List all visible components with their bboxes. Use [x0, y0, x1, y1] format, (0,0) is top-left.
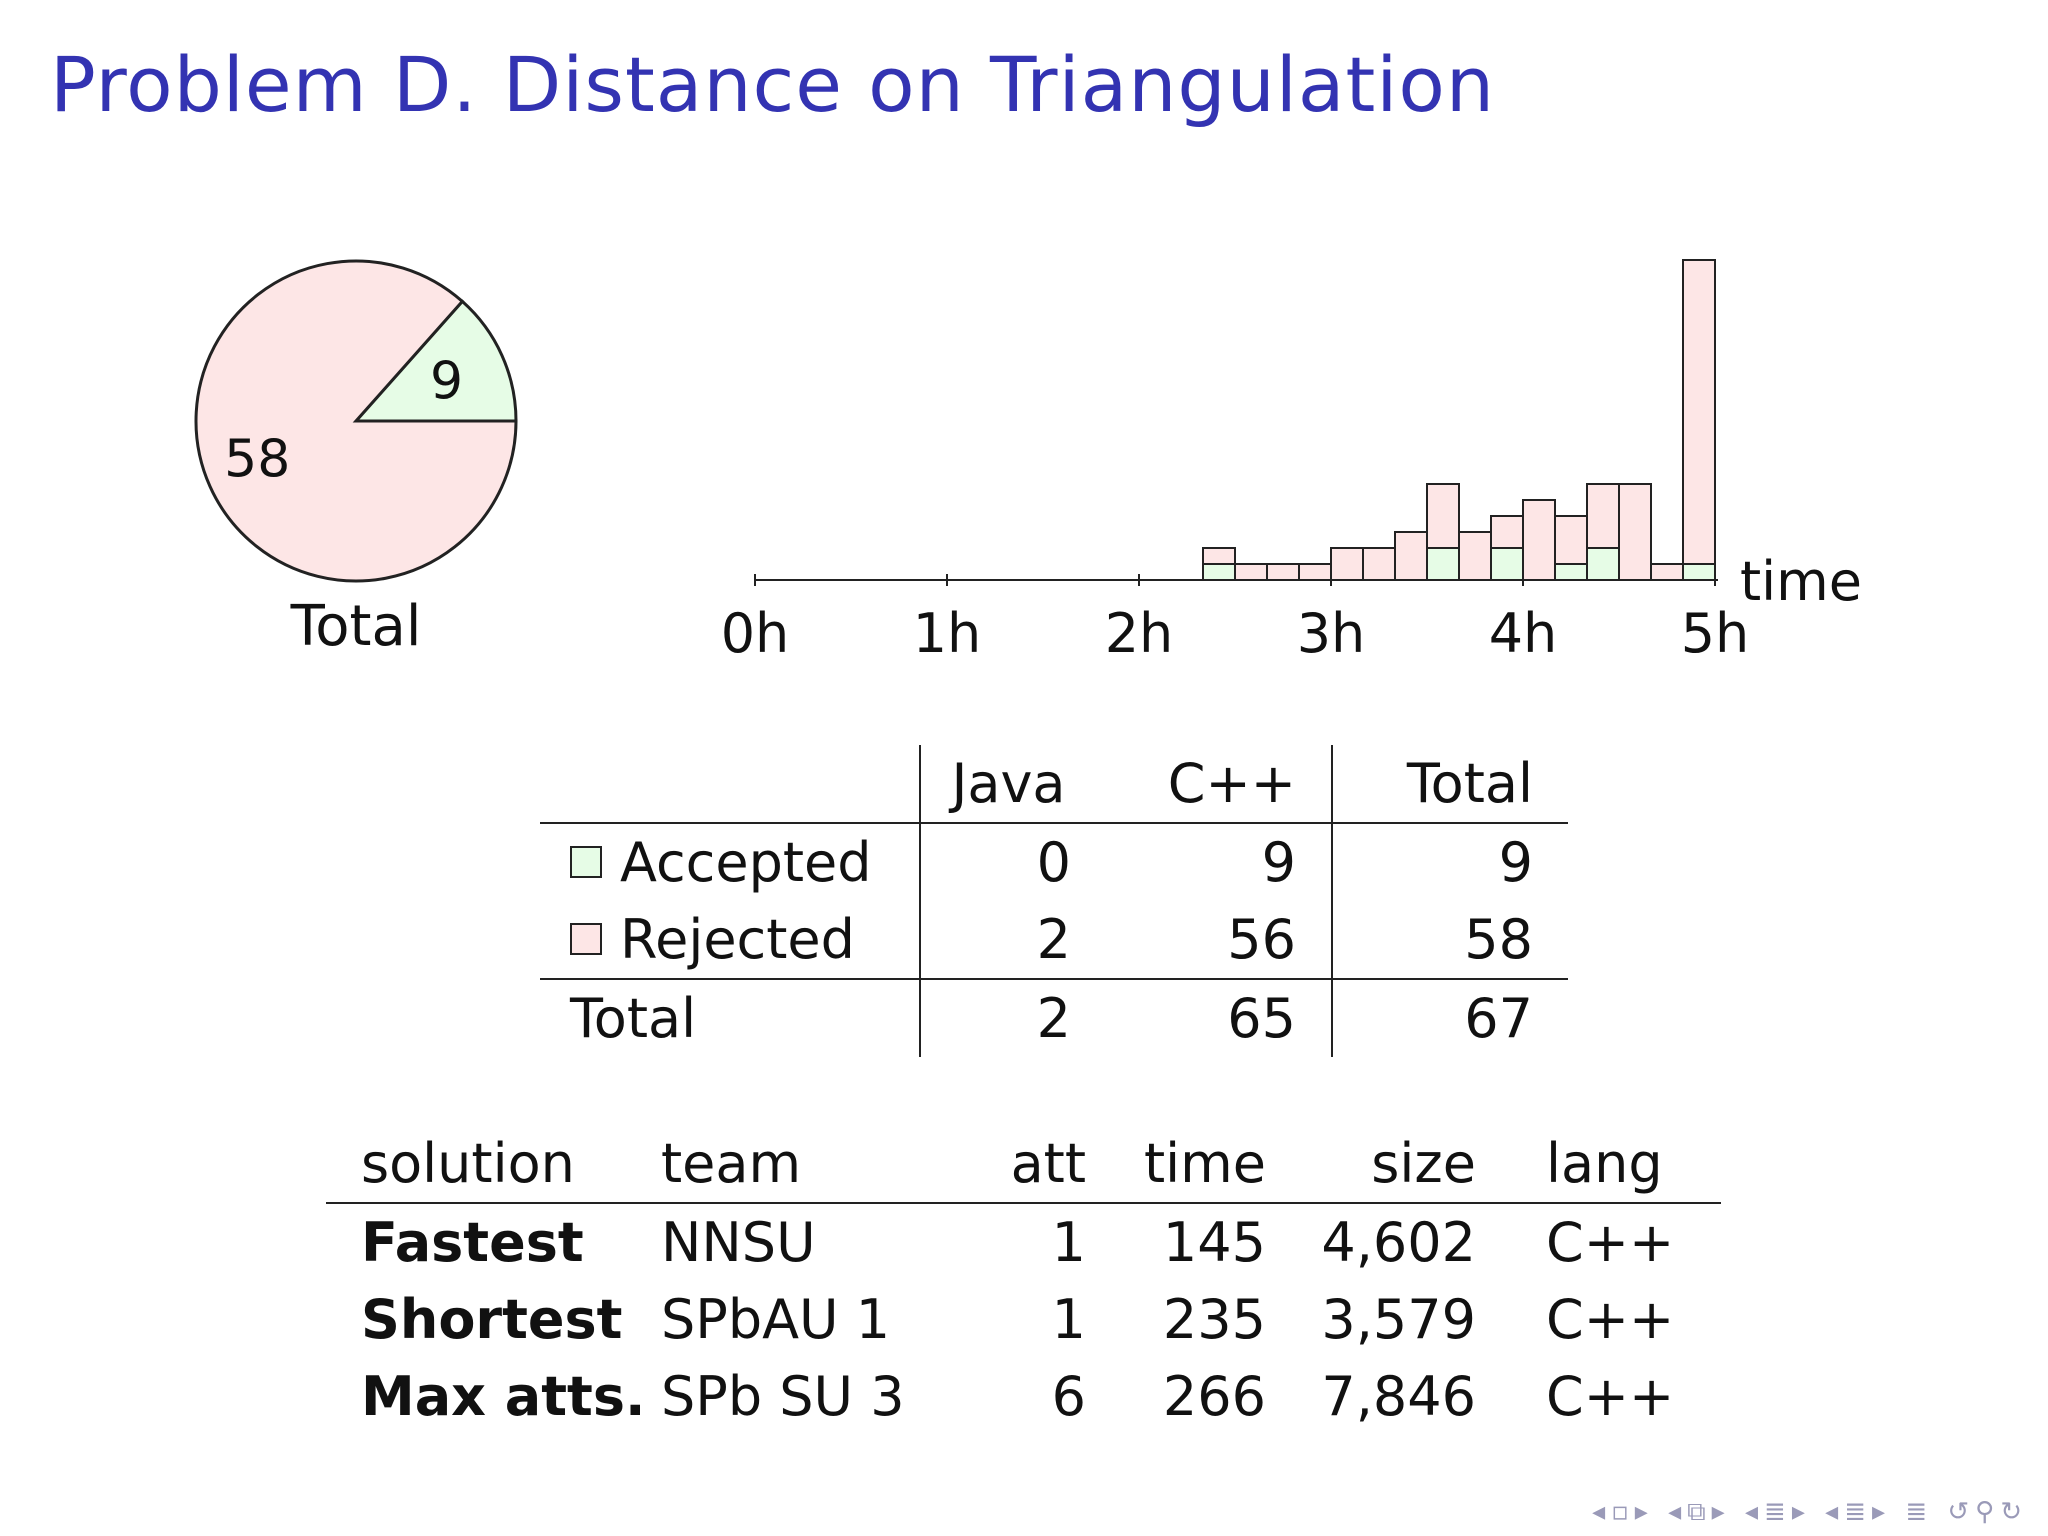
- stats-cell: 0: [919, 823, 1096, 901]
- rejected-swatch-icon: [570, 923, 602, 956]
- stats-cell: 2: [919, 979, 1096, 1057]
- bar-rejected: [1490, 515, 1524, 549]
- size-value: 7,846: [1321, 1365, 1476, 1428]
- x-tick-label: 0h: [721, 602, 790, 665]
- stats-header-row: Java C++ Total: [540, 745, 1568, 824]
- col-header-solution: solution: [326, 1125, 661, 1204]
- x-tick-label: 4h: [1489, 602, 1558, 665]
- attempts: 1: [1051, 1211, 1086, 1274]
- size-value: 4,602: [1321, 1211, 1476, 1274]
- stats-row-rejected: Rejected 2 56 58: [540, 901, 1568, 980]
- stats-cell: 67: [1331, 979, 1568, 1057]
- bar-rejected: [1362, 547, 1396, 581]
- table-row: Max atts. SPb SU 3 6 266 7,846 C++: [326, 1358, 1721, 1435]
- solutions-header-row: solution team att time size lang: [326, 1125, 1721, 1204]
- stats-row-accepted: Accepted 0 9 9: [540, 823, 1568, 901]
- bar-rejected: [1426, 483, 1460, 549]
- col-header-size: size: [1266, 1125, 1476, 1204]
- col-header-att: att: [971, 1125, 1086, 1204]
- stats-header-java: Java: [919, 745, 1096, 824]
- x-tick-label: 2h: [1105, 602, 1174, 665]
- stats-header-cpp: C++: [1096, 745, 1332, 824]
- solution-kind: Fastest: [361, 1211, 584, 1274]
- nav-menu-icon[interactable]: ≣: [1905, 1497, 1934, 1527]
- x-tick-label: 5h: [1681, 602, 1750, 665]
- team-name: SPb SU 3: [661, 1365, 905, 1428]
- bar-rejected: [1266, 563, 1300, 581]
- bar-accepted: [1554, 563, 1588, 581]
- stats-row-label: Total: [570, 987, 697, 1050]
- stats-cell: 56: [1096, 901, 1332, 980]
- stats-row-total: Total 2 65 67: [540, 979, 1568, 1057]
- pie-slice-rejected: [194, 259, 518, 583]
- language: C++: [1546, 1211, 1675, 1274]
- stats-row-label: Accepted: [620, 831, 872, 894]
- bar-rejected: [1298, 563, 1332, 581]
- team-name: NNSU: [661, 1211, 816, 1274]
- table-row: Shortest SPbAU 1 1 235 3,579 C++: [326, 1281, 1721, 1358]
- time-value: 145: [1162, 1211, 1266, 1274]
- solutions-table: solution team att time size lang Fastest…: [326, 1125, 1721, 1435]
- team-name: SPbAU 1: [661, 1288, 891, 1351]
- stats-cell: 9: [1261, 831, 1296, 894]
- solution-kind: Max atts.: [361, 1365, 646, 1428]
- bar-rejected: [1682, 259, 1716, 565]
- slide-title: Problem D. Distance on Triangulation: [50, 40, 1496, 129]
- col-header-time: time: [1086, 1125, 1266, 1204]
- pie-slice-accepted: [352, 299, 518, 423]
- nav-search-icon[interactable]: ↺⚲↻: [1947, 1497, 2028, 1527]
- time-value: 235: [1162, 1288, 1266, 1351]
- bar-rejected: [1586, 483, 1620, 549]
- stats-header-total: Total: [1331, 745, 1568, 824]
- stats-row-label: Rejected: [620, 908, 855, 971]
- bar-rejected: [1458, 531, 1492, 581]
- stats-cell: 65: [1227, 987, 1296, 1050]
- bar-rejected: [1522, 499, 1556, 581]
- language: C++: [1546, 1288, 1675, 1351]
- nav-first-icon[interactable]: ◂▫▸: [1592, 1497, 1654, 1527]
- bar-rejected: [1330, 547, 1364, 581]
- stats-table: Java C++ Total Accepted 0 9 9 Rejected 2…: [540, 745, 1568, 1057]
- nav-frame-icon[interactable]: ◂≣▸: [1825, 1497, 1892, 1527]
- language: C++: [1546, 1365, 1675, 1428]
- bar-rejected: [1234, 563, 1268, 581]
- stats-header-empty: [540, 745, 920, 824]
- nav-subsection-icon[interactable]: ◂≣▸: [1745, 1497, 1811, 1527]
- attempts: 1: [1051, 1288, 1086, 1351]
- size-value: 3,579: [1321, 1288, 1476, 1351]
- col-header-lang: lang: [1476, 1125, 1721, 1204]
- bar-rejected: [1650, 563, 1684, 581]
- bar-accepted: [1682, 563, 1716, 581]
- accepted-swatch-icon: [570, 846, 602, 879]
- slide-navigation[interactable]: ◂▫▸ ◂⧉▸ ◂≣▸ ◂≣▸ ≣ ↺⚲↻: [1592, 1497, 2028, 1528]
- solution-kind: Shortest: [361, 1288, 623, 1351]
- bar-accepted: [1426, 547, 1460, 581]
- x-tick-label: 3h: [1297, 602, 1366, 665]
- bar-rejected: [1554, 515, 1588, 565]
- attempts: 6: [1051, 1365, 1086, 1428]
- bar-rejected: [1202, 547, 1236, 565]
- pie-label: Total: [290, 594, 422, 659]
- table-row: Fastest NNSU 1 145 4,602 C++: [326, 1203, 1721, 1281]
- stats-cell: 2: [919, 901, 1096, 980]
- pie-slice-label: 9: [430, 351, 463, 411]
- nav-section-icon[interactable]: ◂⧉▸: [1668, 1497, 1731, 1527]
- bar-rejected: [1394, 531, 1428, 581]
- x-tick-label: 1h: [913, 602, 982, 665]
- pie-slice-label: 58: [224, 430, 290, 490]
- time-value: 266: [1162, 1365, 1266, 1428]
- stats-cell: 58: [1331, 901, 1568, 980]
- stats-cell: 9: [1331, 823, 1568, 901]
- bar-accepted: [1202, 563, 1236, 581]
- x-axis-label: time: [1740, 550, 1862, 613]
- bar-accepted: [1490, 547, 1524, 581]
- col-header-team: team: [661, 1125, 971, 1204]
- bar-rejected: [1618, 483, 1652, 581]
- bar-accepted: [1586, 547, 1620, 581]
